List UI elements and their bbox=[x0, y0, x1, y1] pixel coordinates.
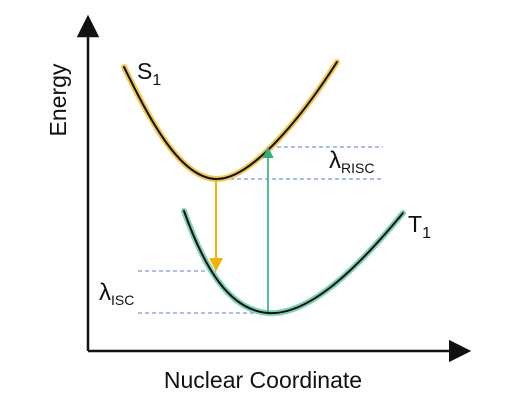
lambda-risc-label: λRISC bbox=[329, 147, 374, 176]
t1-label: T1 bbox=[408, 211, 431, 242]
y-axis-label: Energy bbox=[45, 63, 71, 136]
lambda-isc-label: λISC bbox=[99, 279, 134, 308]
x-axis-label: Nuclear Coordinate bbox=[164, 367, 362, 393]
lambda-risc-symbol: λ bbox=[329, 147, 341, 174]
t1-subscript: 1 bbox=[422, 225, 431, 242]
s1-label: S1 bbox=[137, 58, 161, 89]
lambda-isc-symbol: λ bbox=[99, 279, 111, 306]
lambda-risc-subscript: RISC bbox=[341, 160, 374, 176]
lambda-isc-subscript: ISC bbox=[111, 292, 134, 308]
s1-potential-curve bbox=[121, 59, 340, 183]
s1-symbol: S bbox=[137, 58, 152, 84]
t1-potential-curve bbox=[181, 208, 406, 317]
t1-symbol: T bbox=[408, 211, 422, 237]
s1-subscript: 1 bbox=[152, 72, 161, 89]
